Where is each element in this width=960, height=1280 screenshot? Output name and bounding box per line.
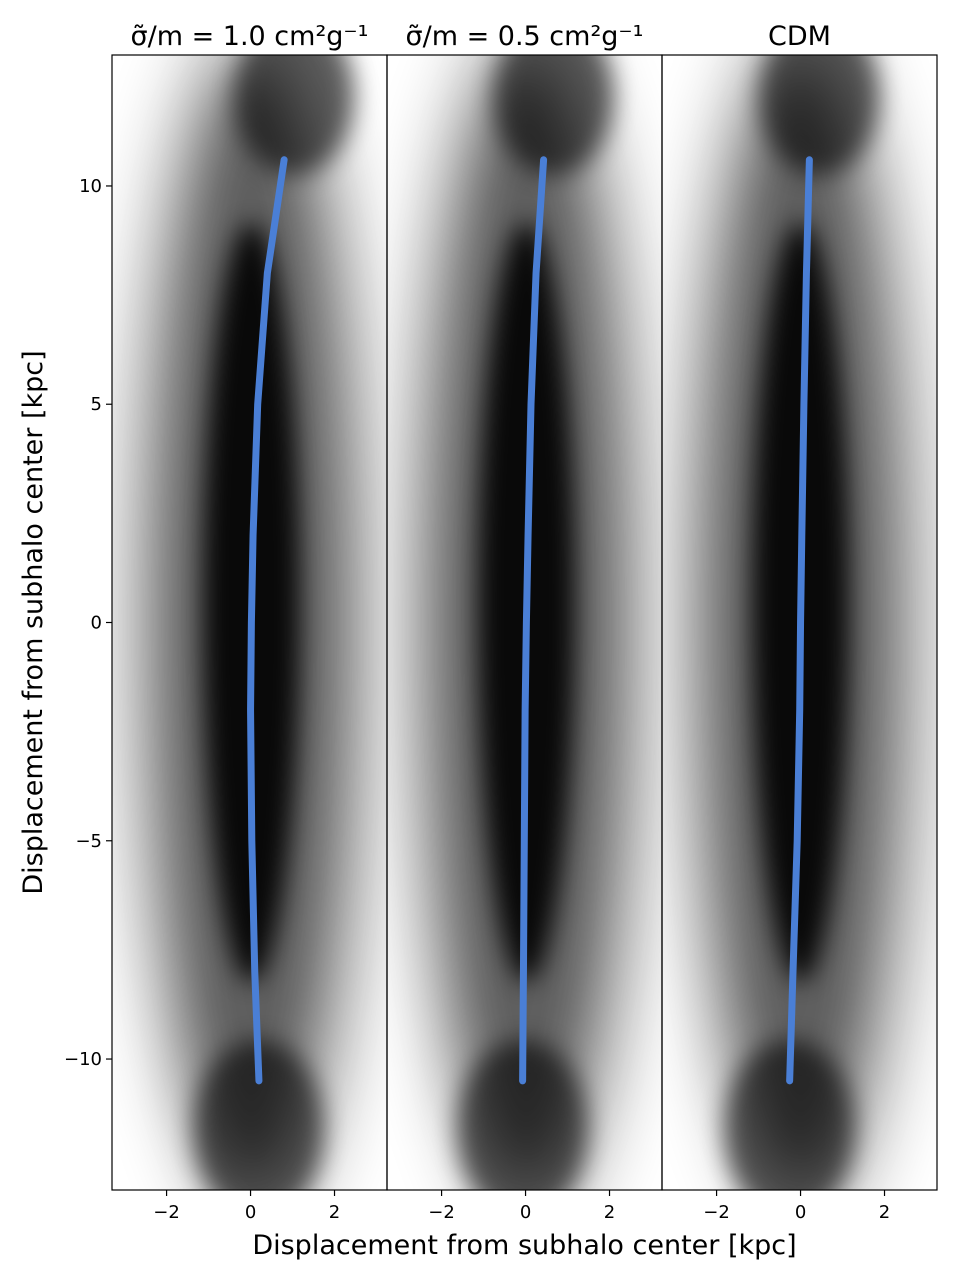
cloud-bottom <box>457 1040 588 1190</box>
panel-title: σ̃/m = 1.0 cm²g⁻¹ <box>130 21 368 52</box>
y-tick-label: 0 <box>91 613 102 634</box>
y-axis-label: Displacement from subhalo center [kpc] <box>18 350 49 894</box>
curve <box>786 156 813 1085</box>
x-tick-label: 2 <box>329 1202 340 1223</box>
cloud-bottom <box>193 1040 324 1190</box>
y-tick-label: 10 <box>79 176 102 197</box>
x-axis-label: Displacement from subhalo center [kpc] <box>252 1230 796 1261</box>
cloud-bottom <box>724 1040 855 1190</box>
x-tick-label: 2 <box>604 1202 615 1223</box>
x-tick-label: −2 <box>703 1202 730 1223</box>
curve <box>519 156 548 1085</box>
panel-title: σ̃/m = 0.5 cm²g⁻¹ <box>405 21 643 52</box>
axes-frame <box>661 54 938 1191</box>
x-tick-label: 0 <box>245 1202 256 1223</box>
panel-title: CDM <box>768 21 831 52</box>
y-tick-label: 5 <box>91 394 102 415</box>
x-tick-label: −2 <box>428 1202 455 1223</box>
x-tick-label: −2 <box>153 1202 180 1223</box>
y-tick-label: −5 <box>75 831 102 852</box>
x-tick-label: 0 <box>520 1202 531 1223</box>
cloud-top <box>759 55 880 175</box>
particle-cloud <box>112 55 387 1190</box>
x-tick-label: 0 <box>795 1202 806 1223</box>
cloud-top <box>493 55 614 175</box>
cloud-top <box>234 55 355 175</box>
curve <box>247 156 288 1085</box>
x-tick-label: 2 <box>879 1202 890 1223</box>
y-tick-label: −10 <box>64 1049 102 1070</box>
